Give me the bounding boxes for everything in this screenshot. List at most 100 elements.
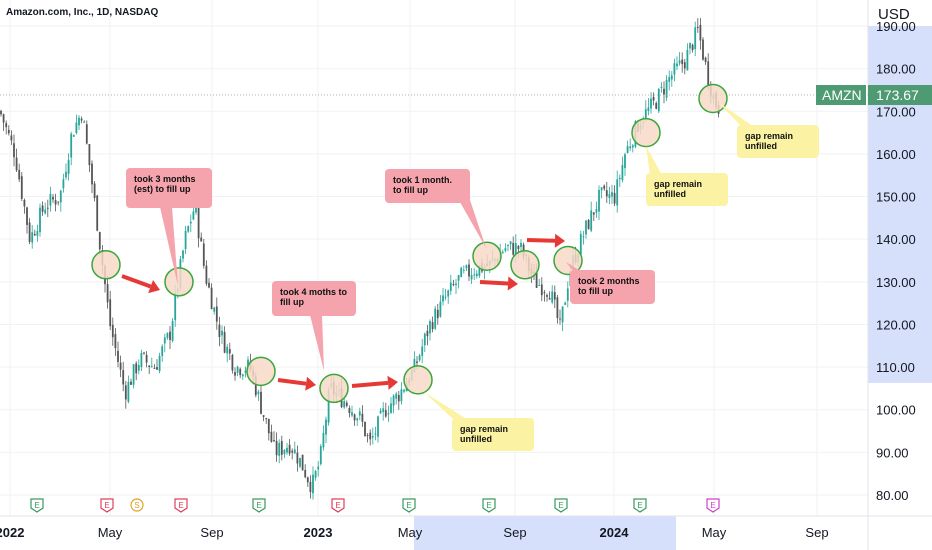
candle-body: [88, 144, 91, 166]
gap-arrow-shaft: [351, 380, 389, 388]
candle-body: [260, 391, 262, 414]
candle-body: [98, 231, 101, 250]
candle-body: [507, 244, 509, 246]
candle-body: [686, 49, 689, 71]
candle-body: [452, 284, 455, 286]
earnings-marker-icon: [100, 498, 114, 513]
candle-body: [384, 410, 387, 417]
candle-body: [54, 200, 57, 205]
event-marker-label: E: [558, 501, 563, 510]
candle-body: [169, 331, 171, 341]
candle-body: [676, 63, 678, 67]
time-axis[interactable]: 2022 May Sep 2023 May Sep 2024 May Sep: [0, 525, 829, 540]
candle-body: [200, 237, 203, 242]
candle-body: [265, 418, 268, 420]
candle-body: [161, 346, 164, 356]
candle-body: [540, 284, 543, 296]
candle-body: [306, 477, 309, 483]
gap-arrow-shaft: [526, 238, 556, 243]
note-gap-unfilled-1: gap remain unfilled: [452, 418, 534, 451]
split-marker-icon: [130, 498, 144, 512]
candle-body: [460, 267, 463, 278]
candle-body: [403, 389, 405, 392]
candle-body: [163, 337, 166, 344]
candle-body: [241, 374, 244, 377]
time-tick-label: May: [98, 525, 123, 540]
price-tick-label: 170.00: [876, 104, 916, 119]
candle-body: [657, 88, 660, 112]
candle-body: [304, 469, 307, 478]
candle-body: [228, 349, 231, 354]
gap-circle: [91, 250, 121, 280]
candle-body: [319, 446, 322, 465]
price-tick-label: 190.00: [876, 19, 916, 34]
candle-body: [517, 245, 520, 250]
event-marker-label: E: [34, 501, 39, 510]
currency-button[interactable]: USD: [878, 6, 910, 23]
price-tick-label: 90.00: [876, 445, 909, 460]
candle-body: [215, 306, 218, 322]
candle-body: [356, 418, 359, 421]
candle-body: [127, 381, 130, 402]
candle-body: [418, 355, 421, 361]
time-tick-label: Sep: [200, 525, 223, 540]
candle-body: [10, 135, 13, 141]
candle-body: [631, 145, 634, 148]
gap-arrow-head: [554, 233, 565, 248]
candle-body: [325, 419, 327, 435]
candle-body: [509, 241, 512, 245]
earnings-marker-icon: [706, 498, 720, 513]
candle-body: [694, 27, 697, 50]
candle-body: [197, 205, 200, 239]
candle-body: [135, 363, 138, 374]
candle-body: [85, 124, 88, 144]
candle-body: [462, 269, 465, 271]
candle-body: [442, 295, 444, 302]
event-marker-label: E: [256, 501, 261, 510]
symbol-title: Amazon.com, Inc., 1D, NASDAQ: [6, 7, 159, 18]
note-gap-unfilled-3: gap remain unfilled: [737, 125, 819, 158]
candle-body: [457, 275, 460, 281]
candle-body: [655, 103, 658, 109]
candle-body: [548, 297, 551, 300]
note-2-months: took 2 months to fill up: [570, 270, 655, 304]
earnings-marker-icon: [402, 498, 416, 513]
candle-body: [122, 370, 125, 385]
candle-body: [665, 79, 668, 98]
candle-body: [72, 135, 75, 137]
candle-body: [621, 164, 624, 181]
candle-body: [605, 190, 608, 197]
candle-body: [475, 273, 478, 277]
candle-body: [7, 129, 10, 134]
candle-body: [566, 288, 569, 301]
symbol-tag-label: AMZN: [822, 87, 862, 103]
candle-body: [504, 248, 507, 251]
candle-body: [26, 207, 28, 225]
candle-body: [564, 302, 567, 305]
candle-body: [44, 209, 47, 214]
candle-body: [364, 421, 366, 436]
candle-body: [696, 26, 699, 28]
price-tick-label: 110.00: [876, 360, 915, 375]
candle-body: [182, 250, 184, 259]
candle-body: [65, 171, 67, 178]
candle-body: [358, 411, 361, 416]
candle-body: [52, 196, 54, 200]
note-3-months: took 3 months (est) to fill up: [126, 168, 212, 208]
candle-body: [293, 449, 296, 454]
note-pointer: [160, 207, 178, 286]
candle-body: [213, 307, 216, 312]
candle-body: [231, 355, 234, 371]
candle-body: [57, 201, 60, 203]
price-tick-label: 150.00: [876, 190, 916, 205]
gap-circle: [698, 83, 728, 114]
gap-arrows: [121, 233, 565, 391]
candle-body: [119, 362, 122, 370]
candle-body: [221, 330, 223, 336]
candle-body: [327, 389, 330, 423]
candle-body: [59, 190, 62, 203]
price-axis[interactable]: 80.00 90.00 100.00 110.00 120.00 130.00 140.00…: [876, 19, 916, 503]
price-tick-label: 80.00: [876, 488, 909, 503]
candle-body: [501, 251, 504, 253]
